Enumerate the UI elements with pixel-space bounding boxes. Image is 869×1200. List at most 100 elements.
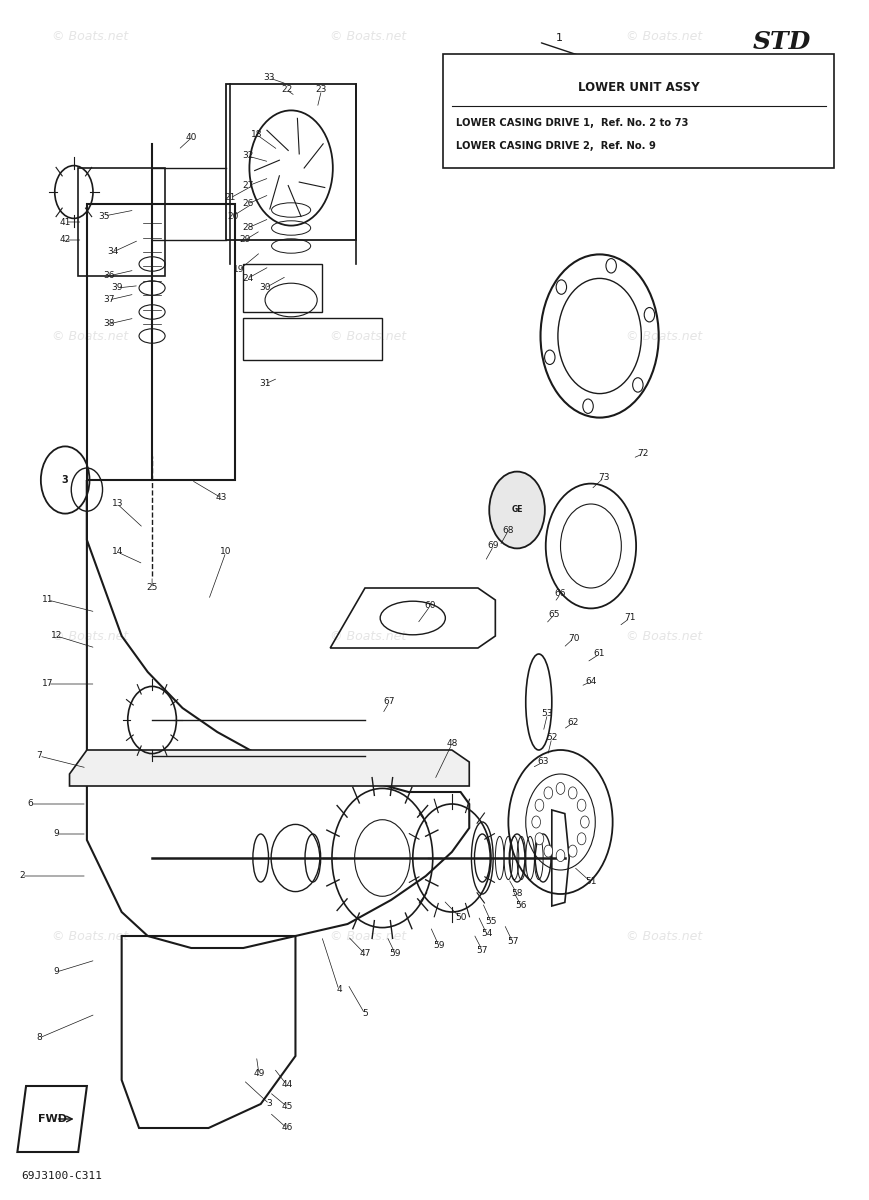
Text: © Boats.net: © Boats.net bbox=[52, 30, 129, 42]
Text: 67: 67 bbox=[383, 697, 395, 707]
Text: LOWER CASING DRIVE 2,  Ref. No. 9: LOWER CASING DRIVE 2, Ref. No. 9 bbox=[456, 140, 656, 151]
Text: 71: 71 bbox=[624, 613, 636, 623]
Text: 52: 52 bbox=[546, 733, 558, 743]
Circle shape bbox=[532, 816, 541, 828]
Circle shape bbox=[544, 787, 553, 799]
Text: 42: 42 bbox=[60, 235, 70, 245]
Text: 46: 46 bbox=[281, 1123, 293, 1133]
Text: © Boats.net: © Boats.net bbox=[52, 630, 129, 642]
Circle shape bbox=[583, 400, 594, 414]
Text: 6: 6 bbox=[28, 799, 33, 809]
Text: 33: 33 bbox=[263, 73, 275, 83]
Circle shape bbox=[577, 833, 586, 845]
Text: 50: 50 bbox=[454, 913, 467, 923]
Text: 56: 56 bbox=[515, 901, 527, 911]
Text: 39: 39 bbox=[111, 283, 123, 293]
Text: 48: 48 bbox=[446, 739, 458, 749]
Text: 68: 68 bbox=[502, 526, 514, 535]
Text: © Boats.net: © Boats.net bbox=[626, 930, 702, 942]
Text: 26: 26 bbox=[242, 199, 254, 209]
Text: 65: 65 bbox=[548, 610, 561, 619]
Text: 40: 40 bbox=[185, 133, 197, 143]
Circle shape bbox=[577, 799, 586, 811]
Text: 62: 62 bbox=[567, 718, 580, 727]
Text: 28: 28 bbox=[242, 223, 254, 233]
Text: 29: 29 bbox=[239, 235, 251, 245]
Text: 72: 72 bbox=[637, 449, 649, 458]
Text: 30: 30 bbox=[259, 283, 271, 293]
Circle shape bbox=[556, 850, 565, 862]
Text: 70: 70 bbox=[567, 634, 580, 643]
Text: © Boats.net: © Boats.net bbox=[626, 330, 702, 342]
Text: 34: 34 bbox=[107, 247, 119, 257]
Text: 9: 9 bbox=[54, 829, 59, 839]
Text: 59: 59 bbox=[433, 941, 445, 950]
Text: 23: 23 bbox=[315, 85, 328, 95]
Circle shape bbox=[580, 816, 589, 828]
Text: 3: 3 bbox=[267, 1099, 272, 1109]
Text: 21: 21 bbox=[224, 193, 236, 203]
Text: 66: 66 bbox=[554, 589, 567, 599]
Text: 32: 32 bbox=[242, 151, 254, 161]
Text: 53: 53 bbox=[541, 709, 554, 719]
Circle shape bbox=[633, 378, 643, 392]
Text: FWD: FWD bbox=[37, 1114, 67, 1124]
Text: © Boats.net: © Boats.net bbox=[330, 30, 407, 42]
Text: © Boats.net: © Boats.net bbox=[330, 930, 407, 942]
Text: 20: 20 bbox=[227, 211, 239, 221]
Text: 19: 19 bbox=[233, 265, 245, 275]
Text: 8: 8 bbox=[36, 1033, 42, 1043]
Circle shape bbox=[556, 782, 565, 794]
Text: GE: GE bbox=[511, 505, 523, 515]
Text: 61: 61 bbox=[594, 649, 606, 659]
Text: © Boats.net: © Boats.net bbox=[330, 330, 407, 342]
Text: © Boats.net: © Boats.net bbox=[52, 330, 129, 342]
Text: 14: 14 bbox=[111, 547, 123, 557]
Text: 24: 24 bbox=[242, 274, 253, 283]
Text: © Boats.net: © Boats.net bbox=[330, 630, 407, 642]
Text: 57: 57 bbox=[476, 946, 488, 955]
Text: 64: 64 bbox=[585, 677, 597, 686]
Text: 27: 27 bbox=[242, 181, 254, 191]
Text: 17: 17 bbox=[42, 679, 54, 689]
Text: 63: 63 bbox=[537, 757, 549, 767]
Text: 31: 31 bbox=[259, 379, 271, 389]
Circle shape bbox=[489, 472, 545, 548]
Text: 44: 44 bbox=[282, 1080, 292, 1090]
Text: 45: 45 bbox=[281, 1102, 293, 1111]
Text: 51: 51 bbox=[585, 877, 597, 887]
Text: 25: 25 bbox=[146, 583, 158, 593]
Circle shape bbox=[644, 307, 654, 322]
Text: 58: 58 bbox=[511, 889, 523, 899]
Text: 7: 7 bbox=[36, 751, 42, 761]
Text: 2: 2 bbox=[19, 871, 24, 881]
Text: © Boats.net: © Boats.net bbox=[52, 930, 129, 942]
Circle shape bbox=[545, 350, 555, 365]
Circle shape bbox=[544, 845, 553, 857]
Text: 1: 1 bbox=[556, 34, 563, 43]
Circle shape bbox=[535, 833, 544, 845]
Text: 37: 37 bbox=[103, 295, 115, 305]
Polygon shape bbox=[70, 750, 469, 786]
Text: 57: 57 bbox=[507, 937, 519, 947]
Text: 69J3100-C311: 69J3100-C311 bbox=[22, 1171, 103, 1181]
FancyBboxPatch shape bbox=[443, 54, 834, 168]
Text: 36: 36 bbox=[103, 271, 115, 281]
Text: © Boats.net: © Boats.net bbox=[626, 630, 702, 642]
Text: 11: 11 bbox=[42, 595, 54, 605]
Text: 59: 59 bbox=[389, 949, 401, 959]
Text: 22: 22 bbox=[282, 85, 292, 95]
Text: 12: 12 bbox=[50, 631, 63, 641]
Text: 35: 35 bbox=[98, 211, 110, 221]
Circle shape bbox=[556, 280, 567, 294]
Text: 4: 4 bbox=[336, 985, 342, 995]
Text: 18: 18 bbox=[250, 130, 262, 139]
Circle shape bbox=[606, 258, 616, 272]
Text: LOWER UNIT ASSY: LOWER UNIT ASSY bbox=[578, 82, 700, 94]
Text: 38: 38 bbox=[103, 319, 115, 329]
Text: 54: 54 bbox=[481, 929, 493, 938]
Text: 55: 55 bbox=[485, 917, 497, 926]
Text: 3: 3 bbox=[62, 475, 69, 485]
Circle shape bbox=[568, 787, 577, 799]
Text: 49: 49 bbox=[253, 1069, 265, 1079]
